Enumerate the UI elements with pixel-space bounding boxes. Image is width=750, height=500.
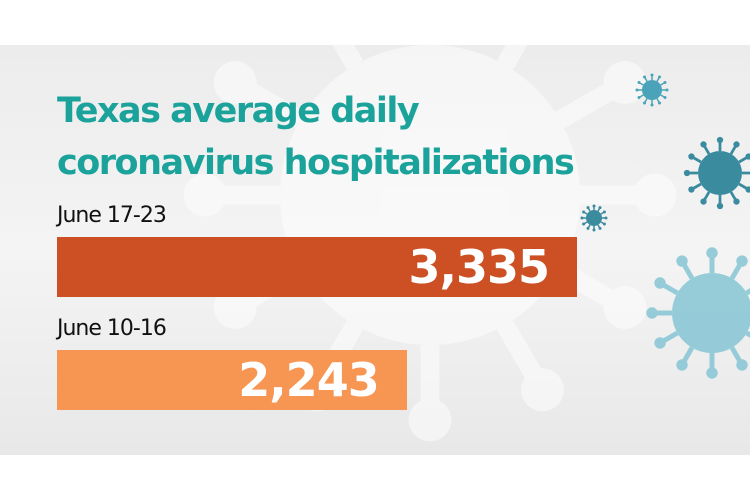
data-label-june-17-23: 3,335	[408, 240, 550, 294]
data-label-june-10-16: 2,243	[238, 353, 380, 407]
virus-icon-large	[646, 247, 750, 379]
chart-title-line-1: Texas average daily	[57, 91, 420, 131]
bar-june-10-16: 2,243	[57, 350, 407, 410]
virus-icon-small-top	[635, 73, 669, 107]
category-label-june-17-23: June 17-23	[57, 203, 167, 228]
virus-icon-medium	[683, 136, 750, 210]
virus-icon-small	[580, 204, 608, 232]
chart-area: Texas average daily coronavirus hospital…	[0, 45, 750, 455]
category-label-june-10-16: June 10-16	[57, 316, 167, 341]
chart-title-line-2: coronavirus hospitalizations	[57, 143, 575, 183]
bar-june-17-23: 3,335	[57, 237, 577, 297]
